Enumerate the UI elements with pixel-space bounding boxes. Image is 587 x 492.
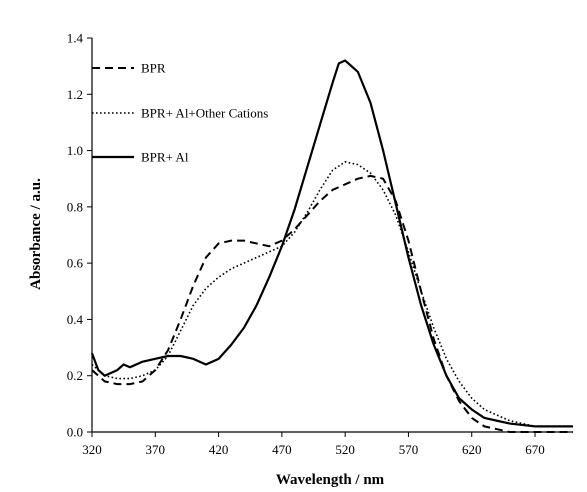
legend-label-2: BPR+ Al [141,150,189,165]
y-tick-label: 1.4 [67,31,84,46]
y-tick-label: 1.2 [67,87,83,102]
y-tick-label: 0.0 [67,425,83,440]
series-line-1 [91,161,573,428]
legend-label-1: BPR+ Al+Other Cations [141,106,268,121]
x-tick-label: 470 [272,442,292,457]
series-line-2 [90,59,573,428]
y-axis-title: Absorbance / a.u. [28,178,44,290]
x-tick-label: 670 [525,442,545,457]
y-tick-label: 0.8 [67,199,83,214]
legend-label-0: BPR [141,61,166,76]
y-tick-label: 1.0 [67,143,83,158]
y-tick-label: 0.4 [67,312,84,327]
series-line-0 [91,174,573,433]
chart-axes: 0.0 0.2 0.4 0.6 0.8 1.0 1.2 1.4 320 370 420 470 520 5… [67,31,573,457]
y-tick-label: 0.2 [67,368,83,383]
x-tick-label: 320 [82,442,102,457]
x-tick-label: 620 [462,442,482,457]
x-axis-title: Wavelength / nm [276,472,385,488]
x-tick-label: 370 [146,442,166,457]
chart-marks [90,59,573,433]
x-tick-label: 520 [335,442,355,457]
y-tick-label: 0.6 [67,256,84,271]
x-tick-label: 420 [209,442,229,457]
chart-legend: BPR BPR+ Al+Other Cations BPR+ Al [92,61,268,165]
x-tick-label: 570 [399,442,419,457]
